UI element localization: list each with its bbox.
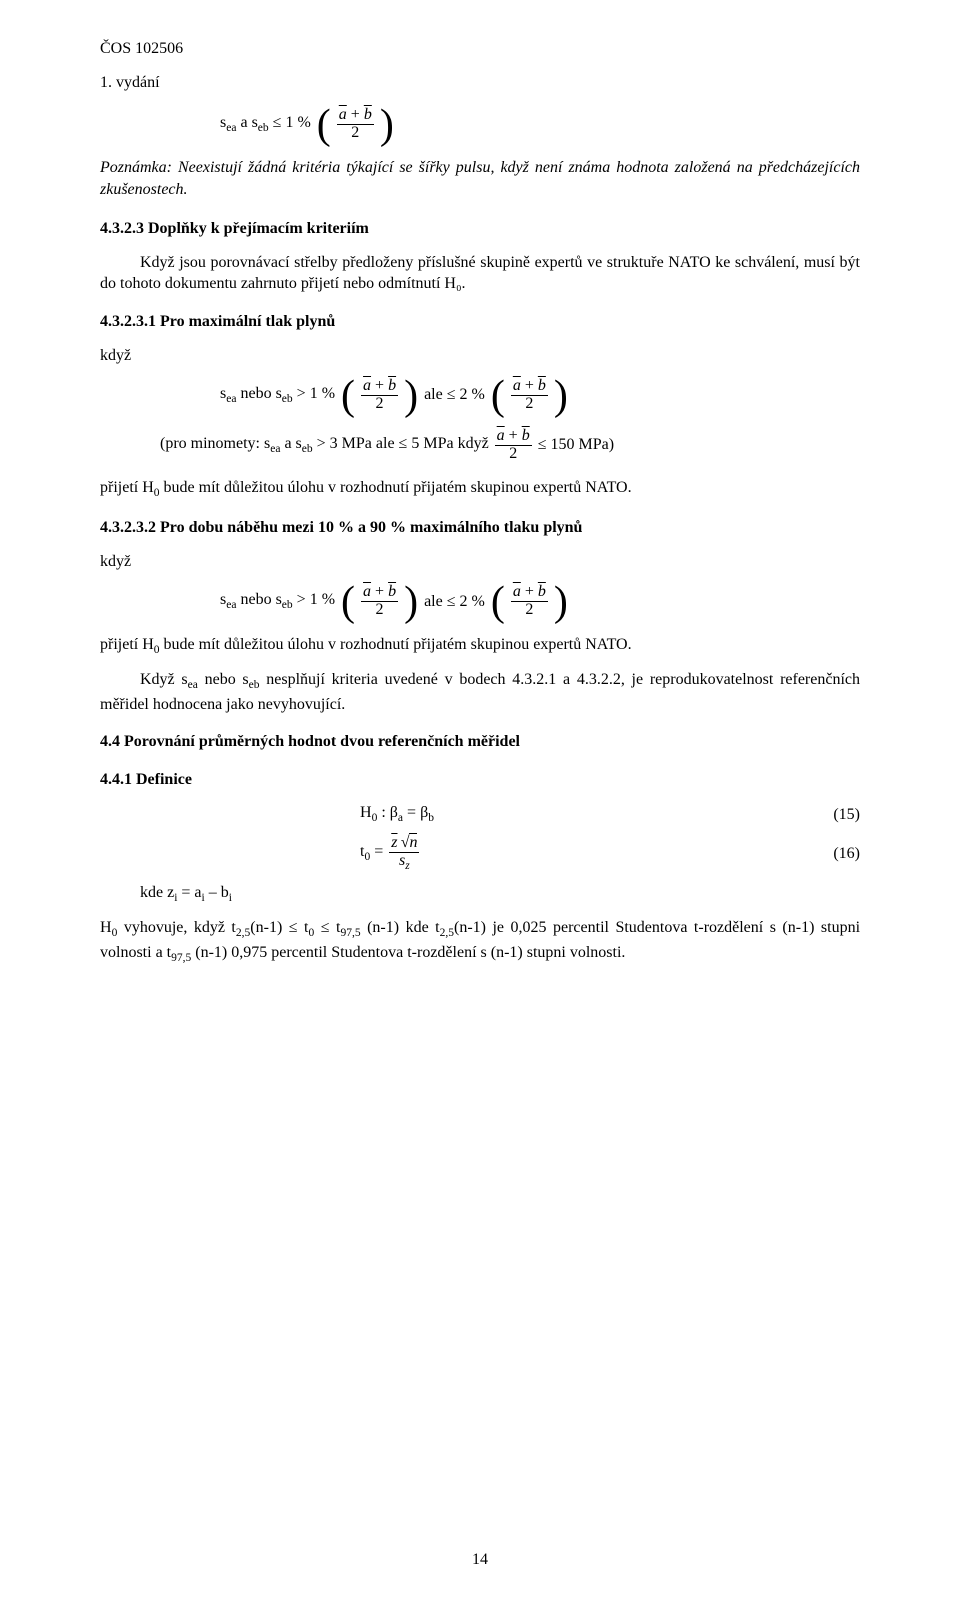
rparen-icon: ): [404, 378, 418, 416]
eq-prefix: sea nebo seb > 1 %: [220, 589, 335, 614]
sec-43232-title: 4.3.2.3.2 Pro dobu náběhu mezi 10 % a 90…: [100, 517, 860, 539]
frac-ab: a + b 2: [511, 584, 548, 619]
sec-4323-p: Když jsou porovnávací střelby předloženy…: [100, 252, 860, 295]
ale-text: ale ≤ 2 %: [424, 591, 485, 613]
eq-15-num: (15): [833, 804, 860, 826]
lparen-icon: (: [491, 378, 505, 416]
lparen-icon: (: [341, 378, 355, 416]
lparen-icon: (: [341, 584, 355, 622]
ale-text: ale ≤ 2 %: [424, 384, 485, 406]
eq-15-body: H0 : βa = βb: [360, 802, 434, 827]
header-edition: 1. vydání: [100, 72, 860, 94]
kdyz-1: když: [100, 345, 860, 367]
sec-4323-title: 4.3.2.3 Doplňky k přejímacím kriteriím: [100, 218, 860, 240]
sec-43232-after: přijetí H0 bude mít důležitou úlohu v ro…: [100, 634, 860, 659]
eq-16-body: t0 = z √n sz: [360, 835, 419, 872]
sec-43231-after: přijetí H0 bude mít důležitou úlohu v ro…: [100, 477, 860, 502]
frac-ab: a + b 2: [495, 428, 532, 463]
eq-43232-line1: sea nebo seb > 1 % ( a + b 2 ) ale ≤ 2 %…: [100, 582, 860, 620]
eq-1: sea a seb ≤ 1 % ( a + b 2 ): [100, 105, 860, 143]
frac-ab: a + b 2: [337, 107, 374, 142]
kdyz-2: když: [100, 551, 860, 573]
rparen-icon: ): [404, 584, 418, 622]
rparen-icon: ): [554, 378, 568, 416]
frac-ab: a + b 2: [361, 584, 398, 619]
lparen-icon: (: [491, 584, 505, 622]
eq-43231-minomety: (pro minomety: sea a seb > 3 MPa ale ≤ 5…: [100, 428, 860, 463]
eq-15: H0 : βa = βb (15): [100, 802, 860, 827]
final-paragraph: H0 vyhovuje, když t2,5(n-1) ≤ t0 ≤ t97,5…: [100, 917, 860, 966]
header-doc-code: ČOS 102506: [100, 38, 860, 60]
frac-ab: a + b 2: [511, 378, 548, 413]
frac-ab: a + b 2: [361, 378, 398, 413]
sec-43231-title: 4.3.2.3.1 Pro maximální tlak plynů: [100, 311, 860, 333]
eq-16-num: (16): [833, 843, 860, 865]
sec-441-title: 4.4.1 Definice: [100, 769, 860, 791]
page: ČOS 102506 1. vydání sea a seb ≤ 1 % ( a…: [0, 0, 960, 1601]
sec-43232-p2: Když sea nebo seb nesplňují kriteria uve…: [100, 669, 860, 715]
page-number: 14: [0, 1549, 960, 1571]
eq-43231-line1: sea nebo seb > 1 % ( a + b 2 ) ale ≤ 2 %…: [100, 376, 860, 414]
minomety-pre: (pro minomety: sea a seb > 3 MPa ale ≤ 5…: [160, 433, 489, 458]
kde-z: kde zi = ai – bi: [100, 882, 860, 907]
rparen-icon: ): [380, 107, 394, 145]
eq-prefix: sea nebo seb > 1 %: [220, 383, 335, 408]
minomety-post: ≤ 150 MPa): [538, 434, 614, 456]
eq-1-prefix: sea a seb ≤ 1 %: [220, 112, 311, 137]
sec-44-title: 4.4 Porovnání průměrných hodnot dvou ref…: [100, 731, 860, 753]
lparen-icon: (: [317, 107, 331, 145]
poznamka: Poznámka: Neexistují žádná kritéria týka…: [100, 157, 860, 200]
rparen-icon: ): [554, 584, 568, 622]
eq-16: t0 = z √n sz (16): [100, 835, 860, 872]
